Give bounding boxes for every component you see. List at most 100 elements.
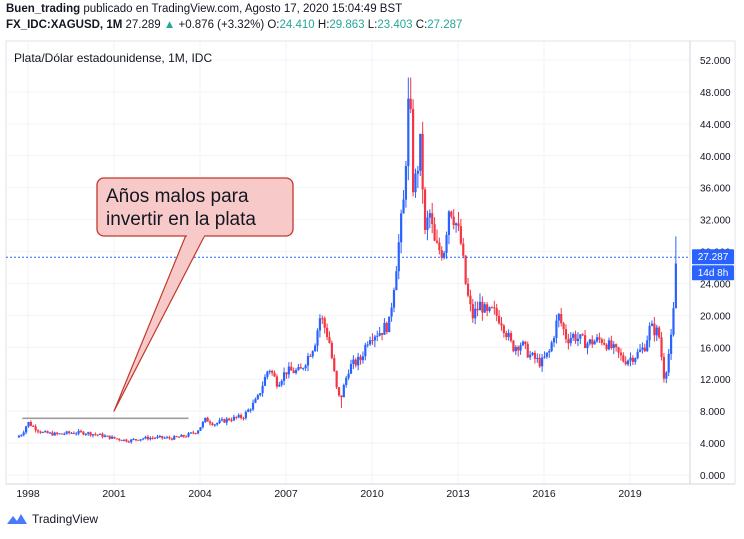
candle[interactable] (655, 324, 658, 341)
candle[interactable] (29, 420, 32, 427)
candle[interactable] (562, 321, 565, 336)
candle[interactable] (94, 432, 97, 436)
candle[interactable] (345, 375, 348, 388)
candle[interactable] (263, 374, 267, 387)
candle[interactable] (581, 333, 584, 337)
candle[interactable] (617, 346, 620, 358)
candle[interactable] (275, 374, 279, 389)
candle[interactable] (311, 350, 314, 359)
candle[interactable] (557, 312, 560, 328)
candle[interactable] (466, 277, 470, 298)
candle[interactable] (342, 383, 345, 398)
candle[interactable] (583, 329, 587, 349)
candle[interactable] (591, 335, 594, 348)
candle[interactable] (402, 190, 405, 214)
candle[interactable] (507, 329, 510, 341)
candle[interactable] (220, 417, 224, 422)
candle[interactable] (309, 353, 312, 358)
candle[interactable] (103, 434, 107, 438)
candle[interactable] (397, 234, 400, 280)
candle[interactable] (48, 431, 52, 434)
candle[interactable] (543, 351, 546, 359)
candle[interactable] (330, 340, 333, 360)
candle[interactable] (27, 421, 30, 428)
candle[interactable] (373, 334, 376, 348)
candle[interactable] (63, 432, 66, 436)
candle[interactable] (634, 357, 637, 365)
candle[interactable] (299, 363, 302, 369)
candle[interactable] (170, 437, 173, 441)
candle[interactable] (658, 325, 661, 339)
candle[interactable] (225, 417, 228, 426)
candle[interactable] (56, 431, 59, 436)
candle[interactable] (433, 217, 436, 242)
price-chart[interactable]: 0.0004.0008.00012.00016.00020.00024.0002… (0, 0, 744, 510)
candle[interactable] (488, 306, 491, 313)
candle[interactable] (576, 332, 580, 347)
candle[interactable] (612, 341, 615, 355)
candle[interactable] (290, 361, 293, 371)
candle[interactable] (385, 321, 388, 335)
candle[interactable] (598, 332, 601, 344)
candle[interactable] (545, 352, 548, 359)
candle[interactable] (524, 341, 527, 350)
footer-brand[interactable]: TradingView (32, 512, 99, 526)
candle[interactable] (149, 436, 152, 441)
candle[interactable] (77, 428, 80, 436)
candle[interactable] (653, 316, 656, 342)
candle[interactable] (318, 314, 322, 338)
candle[interactable] (304, 364, 307, 372)
candle[interactable] (72, 431, 75, 434)
candle[interactable] (431, 202, 434, 234)
candle[interactable] (242, 416, 245, 421)
candle[interactable] (672, 302, 675, 337)
candle[interactable] (146, 435, 150, 441)
candle[interactable] (450, 210, 453, 219)
candle[interactable] (118, 438, 121, 442)
candle[interactable] (533, 350, 537, 364)
candle[interactable] (237, 413, 240, 419)
candle[interactable] (96, 434, 99, 437)
candle[interactable] (622, 352, 625, 363)
candle[interactable] (665, 371, 668, 384)
candle[interactable] (122, 439, 126, 442)
candle[interactable] (46, 430, 49, 434)
candle[interactable] (481, 296, 484, 321)
candle[interactable] (108, 435, 111, 440)
candle[interactable] (67, 430, 71, 435)
candle[interactable] (168, 435, 171, 440)
candle[interactable] (603, 338, 606, 346)
candle[interactable] (328, 331, 331, 344)
candle[interactable] (490, 306, 494, 309)
candle[interactable] (239, 413, 243, 420)
candle[interactable] (91, 434, 95, 438)
candle[interactable] (500, 317, 503, 331)
candle[interactable] (196, 429, 200, 435)
candle[interactable] (36, 429, 40, 434)
candle[interactable] (447, 210, 451, 245)
candle[interactable] (540, 353, 544, 372)
candle[interactable] (636, 348, 639, 360)
candle[interactable] (388, 316, 391, 333)
candle[interactable] (120, 439, 123, 442)
candle[interactable] (75, 431, 78, 436)
candle[interactable] (411, 99, 415, 197)
candle[interactable] (259, 392, 262, 397)
candle[interactable] (113, 436, 116, 439)
candle[interactable] (519, 342, 522, 355)
candle[interactable] (574, 330, 577, 344)
candle[interactable] (266, 370, 269, 380)
candle[interactable] (151, 436, 154, 440)
candle[interactable] (529, 350, 532, 360)
candle[interactable] (82, 431, 85, 436)
candle[interactable] (607, 337, 611, 351)
candle[interactable] (142, 437, 145, 441)
candle[interactable] (24, 425, 28, 435)
candle[interactable] (177, 436, 181, 438)
candle[interactable] (53, 431, 56, 436)
candle[interactable] (478, 293, 482, 311)
candle[interactable] (407, 77, 410, 181)
candle[interactable] (206, 416, 209, 422)
candle[interactable] (201, 420, 204, 429)
candle[interactable] (548, 348, 551, 358)
